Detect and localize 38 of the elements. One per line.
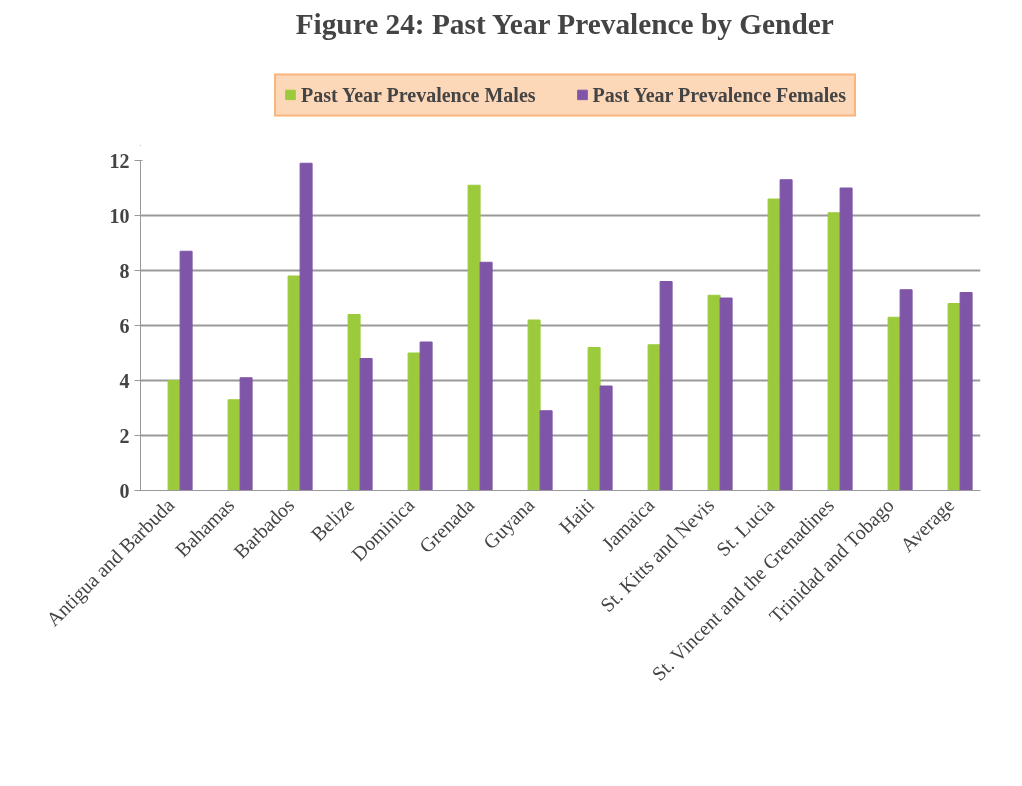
bar: [647, 344, 661, 491]
bar: [707, 294, 721, 491]
bar: [587, 347, 601, 491]
bar: [287, 275, 301, 491]
bar: [167, 380, 181, 491]
bar: [227, 399, 241, 491]
bar: [527, 319, 541, 491]
legend-label: Past Year Prevalence Males: [301, 83, 536, 106]
y-tick-label: 6: [119, 314, 130, 337]
bar: [659, 281, 673, 491]
bar: [959, 292, 973, 491]
y-tick-label: 4: [119, 369, 130, 392]
chart-title: Figure 24: Past Year Prevalence by Gender: [295, 7, 834, 40]
bar: [299, 162, 313, 491]
bar: [767, 198, 781, 491]
y-tick-label: 12: [109, 149, 130, 172]
bar: [239, 377, 253, 491]
bar: [179, 250, 193, 491]
bar: [839, 187, 853, 491]
bar: [899, 289, 913, 491]
y-tick-label: 10: [109, 204, 130, 227]
y-tick-label: 0: [119, 479, 130, 502]
bar: [599, 385, 613, 491]
bar: [887, 316, 901, 491]
y-tick-label: 2: [119, 424, 130, 447]
bar: [779, 179, 793, 491]
bar: [947, 303, 961, 491]
y-tick-label: 8: [119, 259, 130, 282]
bar: [479, 261, 493, 491]
bar: [407, 352, 421, 491]
legend-label: Past Year Prevalence Females: [592, 83, 846, 106]
bar: [467, 184, 481, 491]
bar: [419, 341, 433, 491]
bar: [359, 358, 373, 491]
bar: [539, 410, 553, 491]
bar: [827, 212, 841, 491]
bar: [719, 297, 733, 491]
bar: [347, 314, 361, 491]
